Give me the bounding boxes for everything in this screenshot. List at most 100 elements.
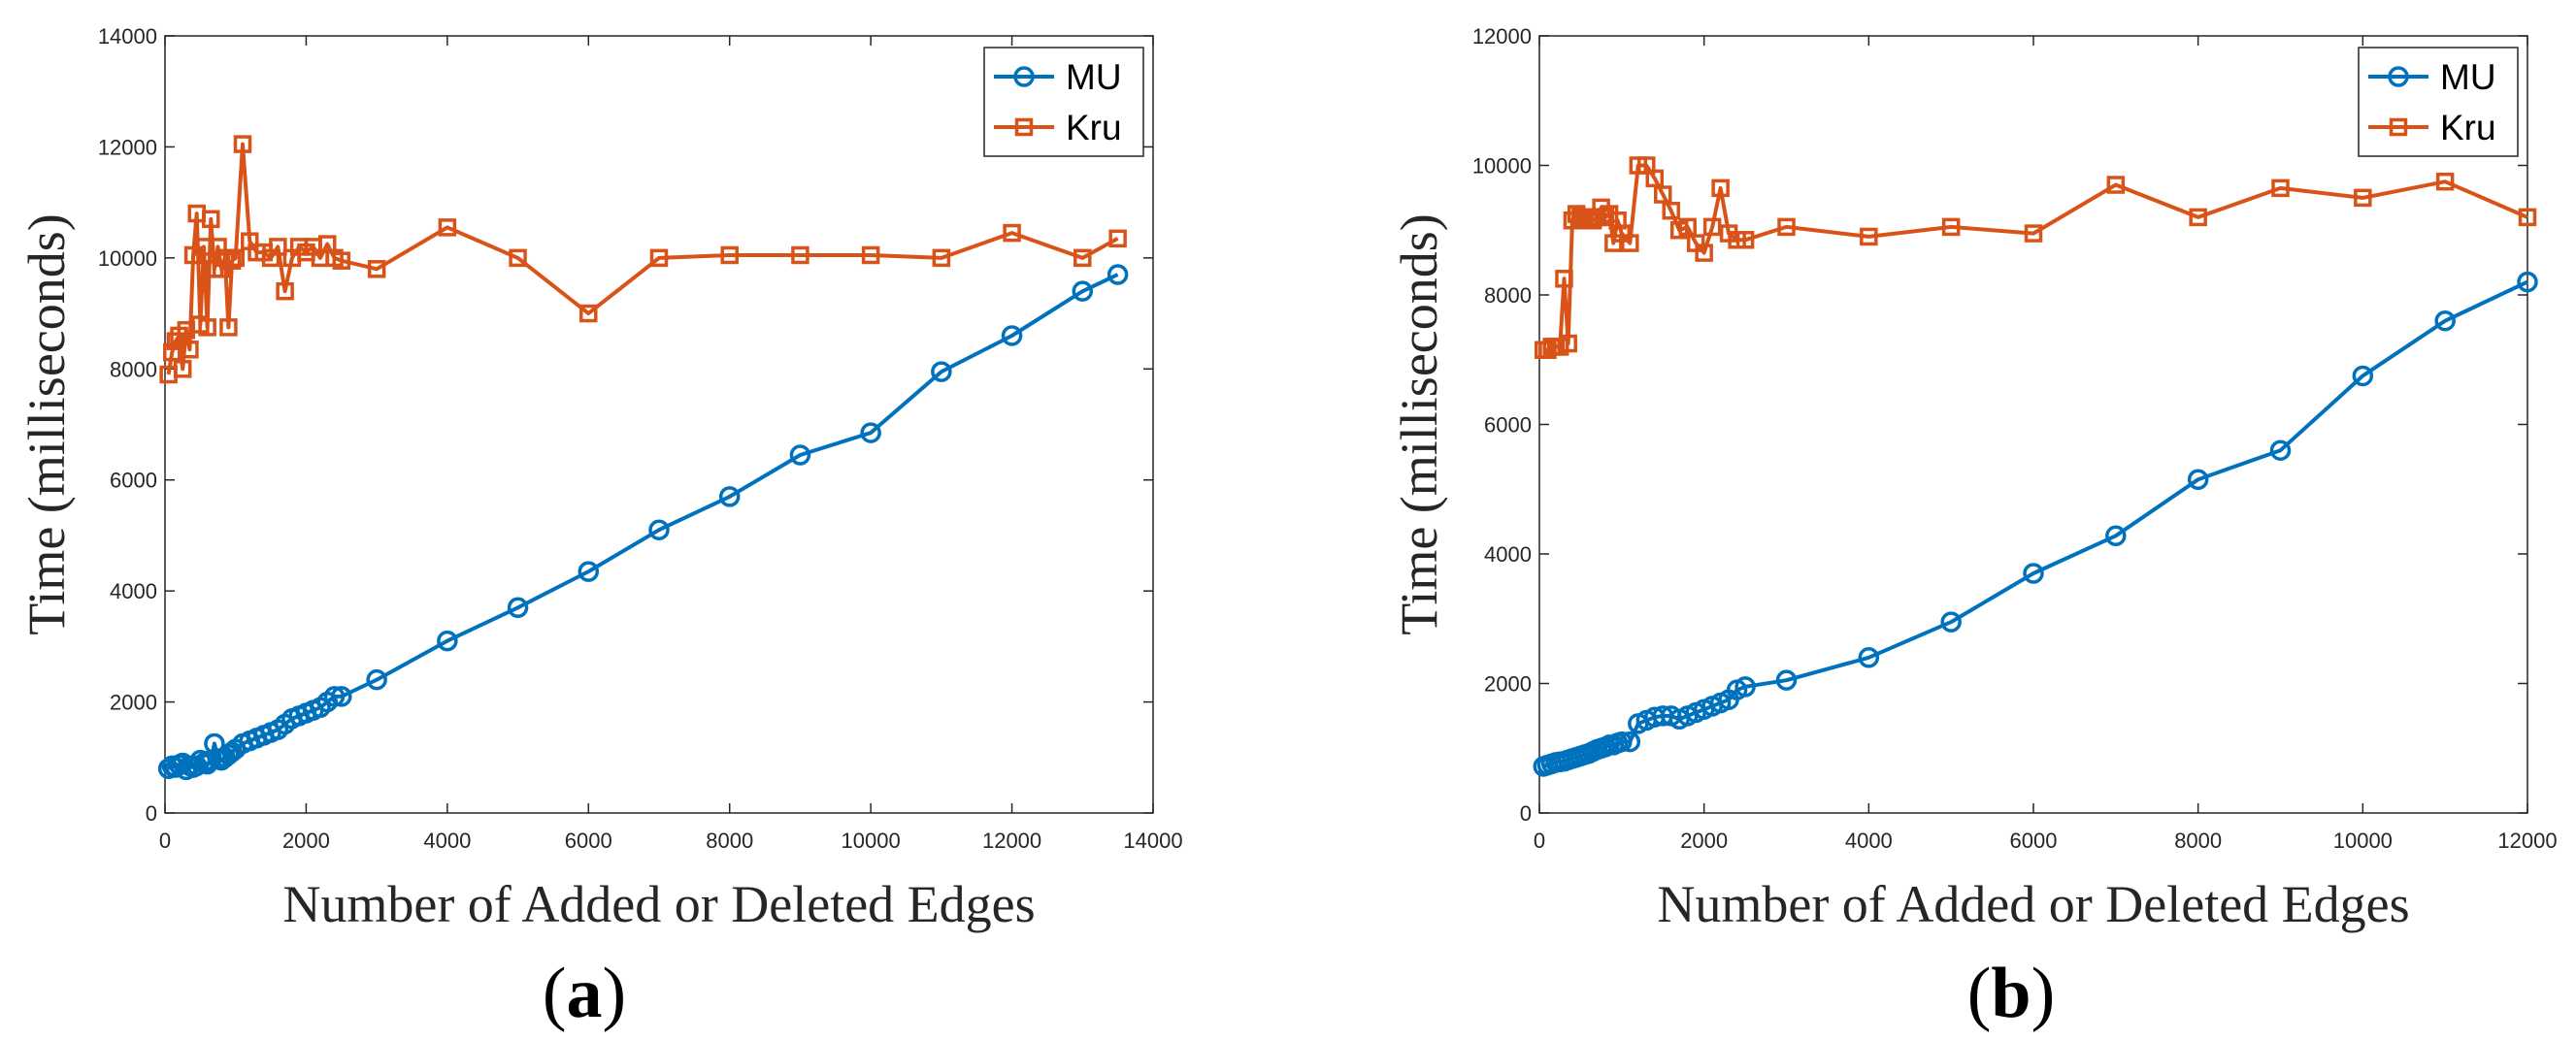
x-tick-label: 6000 — [2010, 829, 2058, 853]
series-kru — [159, 135, 1127, 384]
data-point-kru — [649, 248, 669, 268]
data-point-kru — [181, 341, 199, 359]
y-tick-label: 6000 — [110, 469, 157, 493]
data-point-kru — [1596, 208, 1615, 227]
data-point-kru — [1108, 229, 1127, 248]
data-point-mu — [1775, 669, 1798, 691]
data-point-kru — [2271, 179, 2290, 198]
legend-marker-mu — [2388, 66, 2409, 87]
data-point-mu — [1734, 676, 1756, 698]
legend-marker-kru — [1014, 117, 1034, 137]
y-tick-label: 8000 — [110, 357, 157, 381]
data-point-kru — [269, 238, 287, 256]
data-point-kru — [233, 135, 252, 153]
data-point-kru — [1662, 201, 1680, 220]
data-point-mu — [2023, 563, 2044, 584]
data-point-kru — [1555, 270, 1573, 288]
x-tick-label: 2000 — [282, 829, 330, 853]
data-point-mu — [366, 668, 387, 691]
data-point-kru — [509, 248, 527, 268]
data-point-mu — [1619, 731, 1641, 753]
x-tick-label: 4000 — [1845, 829, 1893, 853]
x-tick-label: 2000 — [1680, 829, 1728, 853]
data-point-kru — [2354, 188, 2372, 208]
data-point-kru — [2435, 172, 2455, 191]
legend-label-kru: Kru — [2440, 108, 2496, 147]
x-tick-label: 8000 — [706, 829, 753, 853]
legend-label-mu: MU — [2440, 57, 2496, 97]
data-point-kru — [1860, 227, 1878, 246]
legend: MU Kru — [983, 47, 1144, 157]
axes-box — [164, 35, 1154, 814]
data-point-mu — [437, 630, 458, 652]
data-point-kru — [2189, 208, 2207, 227]
data-point-mu — [331, 686, 352, 707]
y-tick-label: 4000 — [1484, 542, 1532, 567]
data-point-kru — [861, 245, 880, 265]
x-tick-label: 10000 — [2333, 829, 2393, 853]
y-tick-label: 14000 — [98, 24, 157, 49]
data-point-kru — [1735, 231, 1755, 249]
y-tick-label: 4000 — [110, 579, 157, 603]
data-point-kru — [202, 210, 220, 229]
y-axis-label: Time (milliseconds) — [1390, 213, 1448, 635]
data-point-mu — [196, 753, 218, 775]
panel-label: (a) — [543, 954, 626, 1033]
y-tick-label: 10000 — [1472, 154, 1532, 179]
data-point-kru — [173, 360, 192, 378]
data-point-kru — [932, 248, 951, 268]
data-point-kru — [1559, 334, 1577, 353]
data-point-kru — [332, 251, 351, 270]
data-point-mu — [2187, 469, 2209, 490]
data-point-mu — [860, 422, 881, 443]
chart-panel-a: 0 2000 4000 6000 8000 10000 12000 14000 0 2000 400… — [17, 24, 1183, 1033]
legend: MU Kru — [2358, 47, 2519, 157]
series-line-kru — [1543, 163, 2528, 352]
data-point-kru — [219, 318, 238, 337]
data-point-mu — [2434, 309, 2456, 332]
data-point-kru — [2518, 208, 2537, 227]
series-line-mu — [1542, 279, 2528, 768]
data-point-mu — [2517, 271, 2538, 293]
data-point-mu — [648, 519, 670, 540]
legend-label-kru: Kru — [1066, 108, 1122, 147]
x-axis-label: Number of Added or Deleted Edges — [1657, 875, 2409, 933]
data-point-kru — [2106, 176, 2126, 194]
x-tick-label: 4000 — [423, 829, 471, 853]
legend-label-mu: MU — [1066, 57, 1122, 97]
data-point-mu — [1106, 264, 1129, 285]
x-axis-label: Number of Added or Deleted Edges — [282, 875, 1035, 933]
data-point-kru — [1777, 217, 1796, 237]
data-point-kru — [720, 245, 739, 265]
x-tick-label: 0 — [1534, 829, 1545, 853]
data-point-mu — [1072, 280, 1094, 302]
x-tick-label: 12000 — [2497, 829, 2557, 853]
data-point-kru — [1073, 248, 1092, 268]
data-point-kru — [198, 318, 216, 337]
x-tick-label: 8000 — [2174, 829, 2222, 853]
data-point-mu — [1858, 647, 1880, 668]
data-point-mu — [1001, 325, 1023, 346]
data-point-kru — [579, 304, 598, 323]
data-point-kru — [1621, 234, 1639, 252]
panel-label: (b) — [1967, 954, 2055, 1033]
y-tick-label: 12000 — [98, 135, 157, 159]
data-point-kru — [438, 218, 457, 237]
data-point-mu — [718, 486, 741, 507]
data-point-kru — [163, 342, 182, 362]
y-tick-label: 8000 — [1484, 283, 1532, 308]
y-tick-label: 0 — [146, 801, 157, 826]
data-point-kru — [1711, 179, 1730, 198]
data-point-mu — [931, 361, 952, 382]
x-tick-label: 0 — [159, 829, 171, 853]
data-point-mu — [2352, 365, 2374, 387]
y-tick-label: 6000 — [1484, 413, 1532, 438]
series-mu — [1533, 271, 2538, 777]
legend-marker-mu — [1013, 66, 1035, 87]
data-point-kru — [791, 245, 809, 265]
data-point-mu — [1611, 731, 1633, 753]
y-tick-label: 12000 — [1472, 24, 1532, 49]
series-kru — [1534, 156, 2537, 359]
y-tick-label: 10000 — [98, 246, 157, 271]
y-tick-label: 0 — [1520, 801, 1532, 826]
